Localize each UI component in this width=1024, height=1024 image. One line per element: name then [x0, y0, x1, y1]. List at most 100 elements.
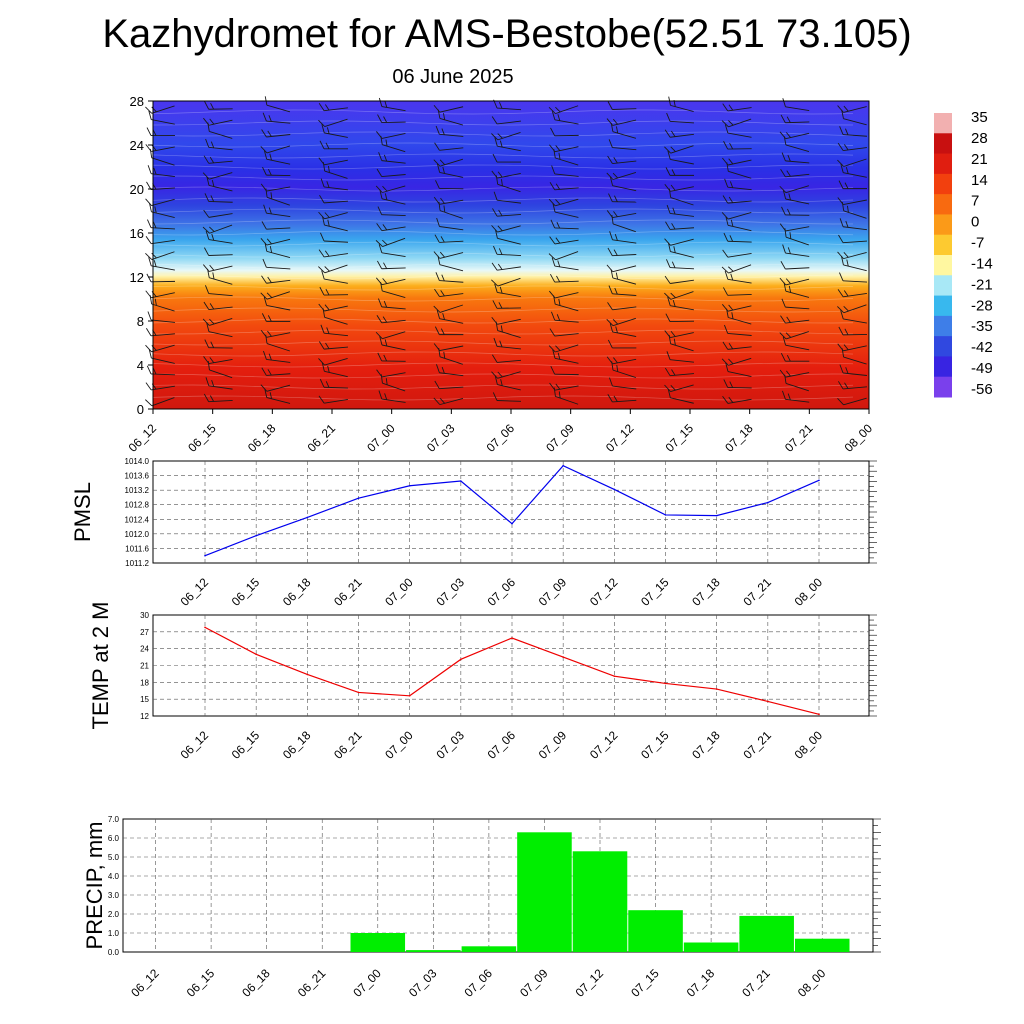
- wind-barb-flag: [203, 155, 210, 164]
- wind-barb-shaft: [497, 345, 521, 350]
- wind-barb-shaft: [843, 292, 867, 298]
- y-tick-label: 27: [140, 628, 149, 637]
- wind-barb-flag: [722, 395, 729, 404]
- wind-barb-flag: [146, 181, 152, 190]
- wind-barb-flag: [319, 378, 325, 388]
- wind-barb: [837, 397, 867, 406]
- wind-barb-flag: [440, 197, 445, 204]
- wind-barb-flag: [436, 217, 440, 227]
- temp-point: [460, 658, 462, 661]
- wind-barb-shaft: [439, 397, 464, 406]
- wind-barb-shaft: [151, 105, 175, 114]
- wind-barb-flag: [318, 303, 325, 312]
- wind-barb-shaft: [785, 398, 810, 403]
- wind-barb-shaft: [554, 265, 579, 271]
- wind-barb-shaft: [670, 227, 695, 230]
- wind-barb-shaft: [670, 104, 694, 113]
- wind-barb-flag: [788, 285, 792, 293]
- precip-bar: [350, 933, 406, 952]
- wind-barb: [838, 180, 867, 190]
- wind-barb-flag: [556, 275, 561, 283]
- wind-barb-flag: [321, 270, 325, 280]
- wind-barb: [722, 341, 752, 350]
- wind-barb-shaft: [209, 318, 233, 326]
- wind-barb: [723, 232, 752, 243]
- wind-barb-flag: [779, 369, 786, 378]
- wind-barb: [780, 169, 810, 178]
- wind-barb: [664, 384, 694, 393]
- wind-barb-flag: [383, 116, 388, 123]
- wind-barb-flag: [555, 237, 561, 244]
- wind-barb-flag: [665, 167, 671, 176]
- wind-barb: [782, 336, 810, 351]
- wind-barb-flag: [319, 286, 325, 296]
- wind-barb: [318, 357, 348, 366]
- wind-barb-shaft: [612, 358, 637, 365]
- wind-barb-flag: [209, 118, 215, 125]
- wind-barb: [202, 172, 233, 180]
- x-tick-label: 07_03: [433, 728, 467, 762]
- wind-barb-flag: [498, 209, 503, 217]
- wind-barb-flag: [152, 221, 157, 229]
- wind-barb-flag: [664, 146, 672, 154]
- wind-barb-shaft: [208, 213, 233, 218]
- chart-subtitle: 06 June 2025: [392, 66, 514, 88]
- wind-barb: [839, 364, 867, 376]
- wind-barb-shaft: [208, 119, 233, 126]
- wind-barb: [779, 223, 810, 232]
- wind-barb-flag: [262, 166, 267, 176]
- wind-barb-shaft: [266, 134, 291, 138]
- wind-barb-flag: [844, 328, 849, 336]
- wind-barb: [264, 388, 291, 404]
- wind-barb: [203, 356, 233, 365]
- wind-barb-flag: [779, 223, 786, 232]
- wind-barb-shaft: [151, 319, 175, 323]
- temperature-contour: [152, 307, 854, 313]
- x-tick-label: 07_09: [536, 728, 570, 762]
- wind-barb-flag: [729, 142, 734, 150]
- wind-barb-flag: [206, 176, 210, 186]
- wind-barb: [491, 262, 521, 271]
- wind-barb-flag: [264, 388, 268, 398]
- wind-barb-flag: [433, 305, 441, 313]
- wind-barb-shaft: [151, 344, 175, 353]
- wind-barb-flag: [721, 120, 729, 128]
- wind-barb-flag: [609, 323, 614, 333]
- wind-barb: [491, 354, 522, 363]
- wind-barb-flag: [204, 101, 210, 110]
- wind-barb-flag: [320, 232, 325, 242]
- y-tick-label: 1011.2: [125, 559, 149, 568]
- wind-barb-flag: [670, 330, 676, 337]
- wind-barb: [667, 389, 694, 404]
- wind-barb-flag: [788, 193, 791, 201]
- wind-barb-shaft: [554, 211, 579, 218]
- wind-barb: [320, 178, 348, 191]
- x-tick-label: 06_21: [305, 421, 339, 455]
- wind-barb-flag: [841, 256, 844, 265]
- wind-barb-shaft: [555, 344, 579, 353]
- wind-barb-shaft: [208, 306, 233, 311]
- wind-barb: [550, 273, 579, 283]
- wind-barb: [376, 369, 406, 378]
- wind-barb-flag: [548, 345, 556, 353]
- wind-barb-flag: [378, 244, 383, 253]
- wind-barb-flag: [779, 131, 787, 139]
- wind-barb-shaft: [439, 280, 464, 283]
- wind-barb: [837, 142, 867, 151]
- wind-barb-flag: [670, 130, 676, 137]
- wind-barb-flag: [670, 384, 676, 391]
- wind-barb: [551, 311, 579, 323]
- wind-barb-shaft: [324, 224, 348, 232]
- y-tick-label: 15: [140, 695, 149, 704]
- wind-barb-flag: [210, 103, 215, 110]
- wind-barb-shaft: [266, 332, 291, 338]
- wind-barb: [148, 349, 175, 364]
- wind-barb-flag: [376, 223, 383, 231]
- wind-barb-flag: [261, 313, 267, 322]
- wind-barb: [375, 185, 406, 193]
- wind-barb-flag: [724, 124, 729, 134]
- wind-barb-flag: [436, 309, 441, 319]
- wind-barb-shaft: [670, 133, 694, 138]
- wind-barb: [779, 331, 809, 340]
- wind-barb-flag: [210, 341, 215, 348]
